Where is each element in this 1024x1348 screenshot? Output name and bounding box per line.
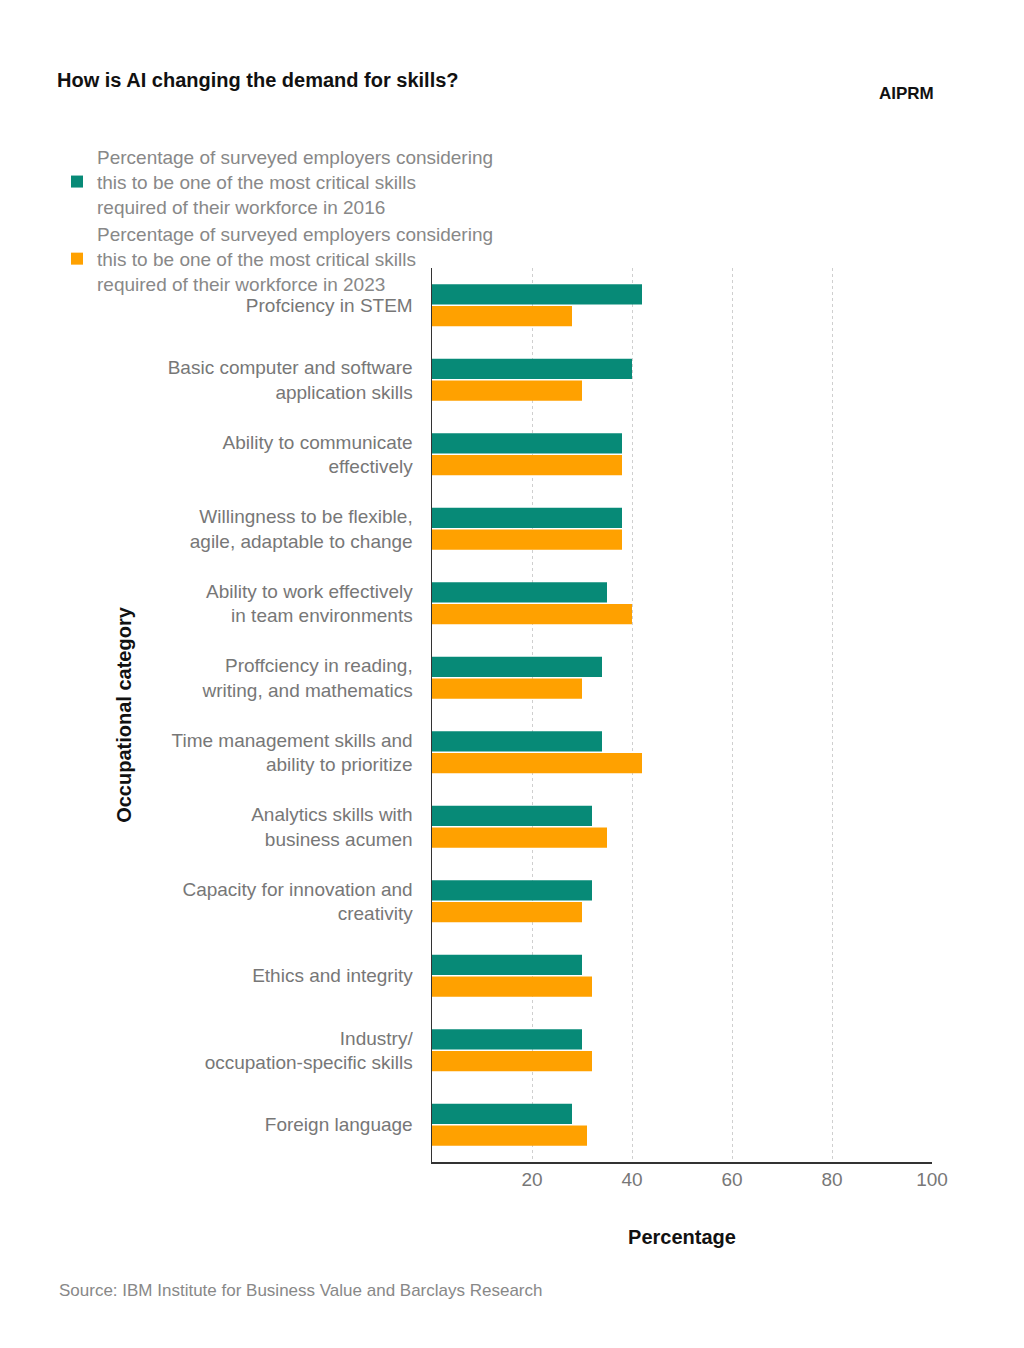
svg-text:Proffciency in reading,writing: Proffciency in reading,writing, and math…	[202, 655, 413, 701]
svg-text:20: 20	[521, 1169, 542, 1190]
svg-text:Foreign language: Foreign language	[265, 1114, 413, 1135]
svg-text:How is AI changing the demand: How is AI changing the demand for skills…	[57, 69, 459, 91]
svg-text:Ability to communicateeffectiv: Ability to communicateeffectively	[223, 432, 414, 478]
svg-text:Percentage: Percentage	[628, 1226, 736, 1248]
svg-text:Percentage of surveyed employe: Percentage of surveyed employers conside…	[97, 224, 493, 294]
svg-text:60: 60	[721, 1169, 742, 1190]
svg-text:Ability to work effectivelyin: Ability to work effectivelyin team envir…	[206, 581, 413, 627]
svg-text:Profciency in STEM: Profciency in STEM	[246, 295, 413, 316]
svg-text:Basic computer and softwareapp: Basic computer and softwareapplication s…	[168, 357, 413, 403]
svg-text:80: 80	[821, 1169, 842, 1190]
svg-text:Occupational category: Occupational category	[113, 606, 135, 822]
svg-text:100: 100	[916, 1169, 948, 1190]
svg-text:Capacity for innovation andcre: Capacity for innovation andcreativity	[182, 879, 413, 925]
svg-text:Industry/occupation-specific s: Industry/occupation-specific skills	[205, 1028, 414, 1074]
svg-text:Willingness to be flexible,agi: Willingness to be flexible,agile, adapta…	[190, 506, 413, 552]
svg-text:Ethics and integrity: Ethics and integrity	[252, 965, 413, 986]
svg-text:Percentage of surveyed employe: Percentage of surveyed employers conside…	[97, 147, 493, 217]
svg-text:Analytics skills withbusiness: Analytics skills withbusiness acumen	[251, 804, 413, 850]
svg-text:Time management skills andabil: Time management skills andability to pri…	[172, 730, 413, 776]
svg-text:Source: IBM Institute for Busi: Source: IBM Institute for Business Value…	[59, 1281, 542, 1300]
svg-text:AIPRM: AIPRM	[879, 84, 934, 103]
svg-text:40: 40	[621, 1169, 642, 1190]
